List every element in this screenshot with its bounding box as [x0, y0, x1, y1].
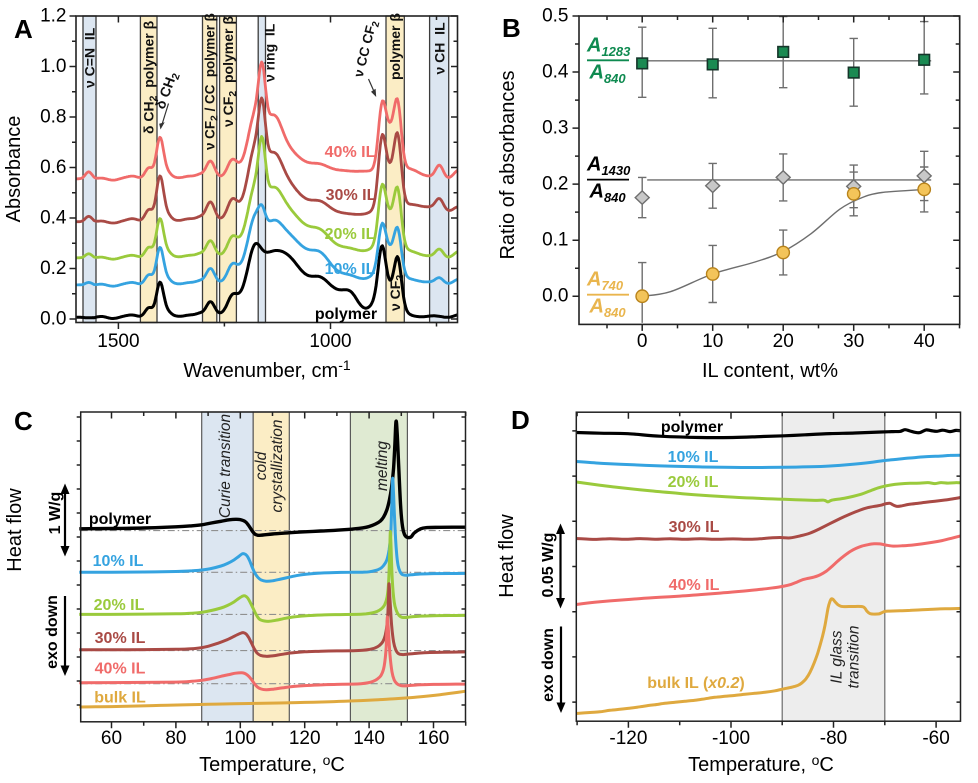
svg-text:60: 60 [101, 728, 122, 749]
svg-text:1.2: 1.2 [40, 6, 66, 27]
svg-text:1.0: 1.0 [40, 56, 66, 77]
svg-text:IL content, wt%: IL content, wt% [702, 360, 838, 382]
svg-text:10% IL: 10% IL [668, 449, 719, 466]
svg-text:B: B [502, 13, 521, 43]
svg-text:20% IL: 20% IL [668, 474, 719, 491]
svg-text:δ CH2 polymer β: δ CH2 polymer β [141, 20, 160, 134]
svg-text:-80: -80 [820, 728, 847, 749]
svg-text:transition: transition [846, 626, 863, 689]
svg-text:1000: 1000 [309, 331, 351, 352]
svg-text:D: D [511, 405, 530, 435]
svg-text:0.0: 0.0 [40, 309, 66, 330]
svg-text:0.1: 0.1 [542, 230, 568, 251]
svg-text:Temperature, oC: Temperature, oC [688, 752, 834, 776]
svg-text:melting: melting [374, 441, 391, 491]
svg-text:bulk IL: bulk IL [94, 690, 146, 707]
svg-text:0.5: 0.5 [542, 6, 568, 27]
svg-text:0.6: 0.6 [40, 157, 66, 178]
svg-text:Ratio of absorbances: Ratio of absorbances [497, 70, 519, 259]
svg-text:A: A [14, 14, 33, 44]
svg-text:40: 40 [914, 331, 935, 352]
svg-text:polymer: polymer [89, 511, 151, 528]
svg-text:bulk IL (x0.2): bulk IL (x0.2) [647, 675, 745, 692]
svg-text:0.4: 0.4 [542, 62, 569, 83]
svg-text:20% IL: 20% IL [325, 226, 376, 243]
svg-text:0.2: 0.2 [40, 258, 66, 279]
svg-text:ν ring IL: ν ring IL [262, 23, 278, 82]
svg-text:A840: A840 [589, 296, 627, 321]
svg-text:0.0: 0.0 [542, 286, 568, 307]
svg-text:0.05 W/g: 0.05 W/g [540, 533, 557, 598]
svg-text:-120: -120 [609, 728, 647, 749]
svg-text:100: 100 [224, 728, 256, 749]
svg-text:Heat flow: Heat flow [4, 488, 26, 572]
svg-text:ν CF2 polymer β: ν CF2 polymer β [220, 16, 239, 127]
svg-text:A1283: A1283 [586, 34, 631, 59]
svg-text:Absorbance: Absorbance [3, 116, 25, 223]
svg-text:ν CF2: ν CF2 [387, 275, 406, 311]
svg-text:30% IL: 30% IL [95, 630, 146, 647]
svg-text:30% IL: 30% IL [326, 187, 377, 204]
svg-text:cold: cold [253, 450, 270, 480]
svg-text:ν CH IL: ν CH IL [432, 22, 448, 75]
svg-text:30% IL: 30% IL [669, 519, 720, 536]
svg-text:Wavenumber, cm-1: Wavenumber, cm-1 [183, 357, 351, 382]
svg-text:Temperature, oC: Temperature, oC [199, 752, 345, 776]
svg-text:exo down: exo down [44, 595, 61, 669]
svg-text:1 W/g: 1 W/g [47, 492, 64, 535]
svg-text:-60: -60 [922, 728, 949, 749]
svg-text:C: C [14, 406, 33, 436]
svg-text:40% IL: 40% IL [95, 661, 146, 678]
svg-text:ν C=N IL: ν C=N IL [82, 27, 98, 88]
svg-text:10% IL: 10% IL [93, 553, 144, 570]
svg-text:1500: 1500 [97, 331, 139, 352]
svg-text:polymer: polymer [315, 306, 377, 323]
svg-text:20% IL: 20% IL [94, 597, 145, 614]
svg-text:polymer: polymer [661, 419, 723, 436]
svg-text:10% IL: 10% IL [325, 261, 376, 278]
svg-text:0.2: 0.2 [542, 174, 568, 195]
svg-text:exo down: exo down [540, 628, 557, 702]
svg-text:40% IL: 40% IL [669, 577, 720, 594]
svg-text:0.4: 0.4 [40, 208, 67, 229]
svg-text:-100: -100 [712, 728, 750, 749]
svg-text:0.3: 0.3 [542, 118, 568, 139]
svg-text:140: 140 [353, 728, 385, 749]
svg-text:Heat flow: Heat flow [496, 514, 518, 598]
svg-text:160: 160 [418, 728, 450, 749]
svg-text:ν CF2 / CC polymer β: ν CF2 / CC polymer β [203, 13, 221, 150]
svg-text:80: 80 [165, 728, 186, 749]
svg-text:Curie transition: Curie transition [217, 414, 234, 518]
svg-text:0.8: 0.8 [40, 107, 66, 128]
svg-text:0: 0 [637, 331, 648, 352]
svg-text:polymer β: polymer β [387, 13, 403, 80]
svg-text:30: 30 [843, 331, 864, 352]
svg-text:crystallization: crystallization [269, 419, 286, 512]
svg-text:10: 10 [702, 331, 723, 352]
svg-text:IL glass: IL glass [829, 630, 846, 683]
svg-text:120: 120 [289, 728, 321, 749]
svg-text:20: 20 [773, 331, 794, 352]
svg-text:40% IL: 40% IL [325, 144, 376, 161]
